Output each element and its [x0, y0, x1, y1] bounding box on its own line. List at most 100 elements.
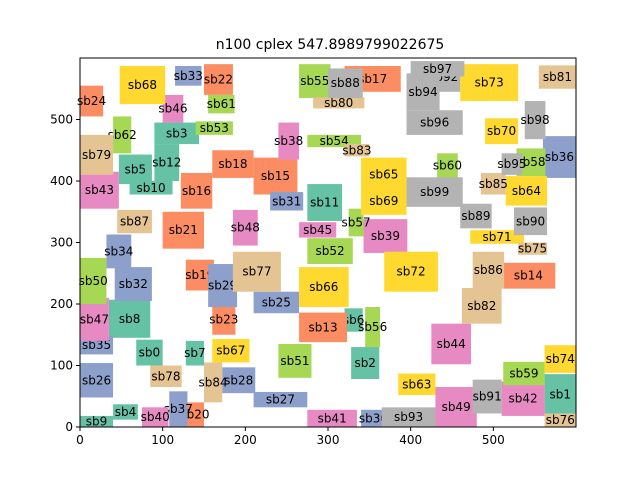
rect-sb84-box — [204, 362, 223, 403]
rect-sb5-label: sb5 — [125, 162, 147, 176]
rect-sb45-label: sb45 — [303, 223, 332, 237]
rect-sb90-box — [514, 207, 548, 236]
rect-sb19-label: sb19 — [185, 268, 214, 282]
rect-sb38-label: sb38 — [274, 134, 303, 148]
rect-sb49-label: sb49 — [442, 400, 471, 414]
rect-sb80: sb80 — [313, 96, 365, 110]
rect-sb38-box — [278, 122, 300, 160]
rect-sb79-label: sb79 — [82, 148, 111, 162]
rect-sb33: sb33 — [174, 65, 203, 86]
rect-sb2-label: sb2 — [354, 356, 376, 370]
y-axis: 0 100 200 300 400 500 — [50, 113, 80, 434]
rect-sb84-label: sb84 — [199, 375, 228, 389]
y-tick-label: 100 — [50, 359, 73, 373]
rect-sb55-box — [299, 64, 331, 98]
rect-sb22: sb22 — [204, 64, 233, 95]
y-tick-label: 200 — [50, 297, 73, 311]
rect-sb90: sb90 — [514, 207, 548, 236]
rect-sb52-label: sb52 — [315, 244, 344, 258]
rect-sb73-box — [460, 64, 519, 102]
rect-sb11-label: sb11 — [310, 196, 339, 210]
rect-sb21-box — [162, 211, 204, 249]
rect-sb68: sb68 — [119, 65, 166, 105]
rect-sb39-box — [363, 219, 408, 253]
rect-sb3: sb3 — [154, 122, 200, 145]
rect-sb41-box — [307, 409, 357, 427]
rect-sb95-box — [501, 153, 523, 175]
rect-sb83-label: sb83 — [342, 143, 371, 157]
rect-sb62: sb62 — [108, 116, 137, 154]
rect-sb61-box — [208, 94, 235, 114]
rect-sb87-label: sb87 — [120, 215, 149, 229]
rect-sb86-label: sb86 — [474, 263, 503, 277]
rect-sb67-label: sb67 — [216, 344, 245, 358]
rect-sb65-label: sb65 — [369, 168, 398, 182]
y-tick-label: 300 — [50, 236, 73, 250]
rect-sb82: sb82 — [461, 288, 502, 324]
y-tick-label: 0 — [65, 420, 73, 434]
rect-sb69: sb69 — [361, 187, 407, 215]
rect-sb85-box — [480, 173, 506, 195]
rect-sb63-box — [398, 373, 436, 396]
rect-sb68-label: sb68 — [128, 78, 157, 92]
rect-sb77-box — [232, 251, 281, 292]
rect-sb70: sb70 — [485, 118, 519, 145]
rect-sb89: sb89 — [460, 203, 492, 229]
rect-sb25-label: sb25 — [262, 295, 291, 309]
rect-sb55: sb55 — [299, 64, 331, 98]
rect-sb46-box — [162, 94, 184, 123]
y-tick-label: 500 — [50, 113, 73, 127]
rect-sb26-box — [80, 363, 114, 398]
rect-sb25: sb25 — [253, 291, 300, 314]
rect-sb75-box — [518, 242, 548, 255]
rect-sb1-label: sb1 — [550, 387, 572, 401]
rect-sb71-label: sb71 — [482, 230, 511, 244]
rect-sb99-box — [406, 177, 463, 207]
rect-sb78-box — [150, 365, 182, 388]
rect-sb48-label: sb48 — [231, 221, 260, 235]
x-tick-label: 200 — [234, 433, 257, 447]
x-tick-label: 500 — [482, 433, 505, 447]
rect-sb1: sb1 — [544, 374, 576, 415]
x-tick-label: 400 — [399, 433, 422, 447]
rect-sb75-label: sb75 — [518, 242, 547, 256]
rect-sb90-label: sb90 — [516, 214, 545, 228]
rect-sb81-box — [538, 65, 576, 89]
rect-sb27-box — [253, 391, 308, 408]
chart-title: n100 cplex 547.8989799022675 — [216, 37, 445, 53]
rect-sb39-label: sb39 — [371, 229, 400, 243]
rect-sb89-box — [460, 203, 492, 229]
rect-sb51-box — [278, 343, 312, 378]
rect-sb65-box — [361, 157, 407, 192]
rect-sb59: sb59 — [503, 361, 545, 386]
rect-sb83: sb83 — [342, 143, 371, 157]
rect-sb94-box — [406, 73, 440, 111]
rect-sb73: sb73 — [460, 64, 519, 102]
rect-sb64: sb64 — [505, 176, 548, 206]
rect-sb60: sb60 — [433, 153, 462, 178]
rect-sb99: sb99 — [406, 177, 463, 207]
rect-sb94: sb94 — [406, 73, 440, 111]
y-tick-label: 400 — [50, 174, 73, 188]
rect-sb33-label: sb33 — [174, 69, 203, 83]
rect-sb40-label: sb40 — [141, 410, 170, 424]
rect-sb55-label: sb55 — [300, 74, 329, 88]
rect-sb93-box — [381, 407, 436, 427]
rect-sb56-label: sb56 — [358, 320, 387, 334]
rect-sb28-label: sb28 — [224, 373, 253, 387]
rect-sb31: sb31 — [270, 192, 304, 211]
rect-sb95-label: sb95 — [497, 157, 526, 171]
rect-sb69-label: sb69 — [369, 194, 398, 208]
rect-sb69-box — [361, 187, 407, 215]
rect-sb34-label: sb34 — [104, 244, 133, 258]
rect-sb9: sb9 — [80, 414, 114, 428]
rect-sb27-label: sb27 — [266, 393, 295, 407]
rect-sb99-label: sb99 — [420, 185, 449, 199]
rect-sb21: sb21 — [162, 211, 204, 249]
rect-sb3-box — [154, 122, 200, 145]
rect-sb59-label: sb59 — [509, 366, 538, 380]
rect-sb57-box — [348, 208, 364, 237]
rect-sb57-label: sb57 — [342, 216, 371, 230]
rect-sb77: sb77 — [232, 251, 281, 292]
rect-sb47-box — [80, 297, 109, 341]
